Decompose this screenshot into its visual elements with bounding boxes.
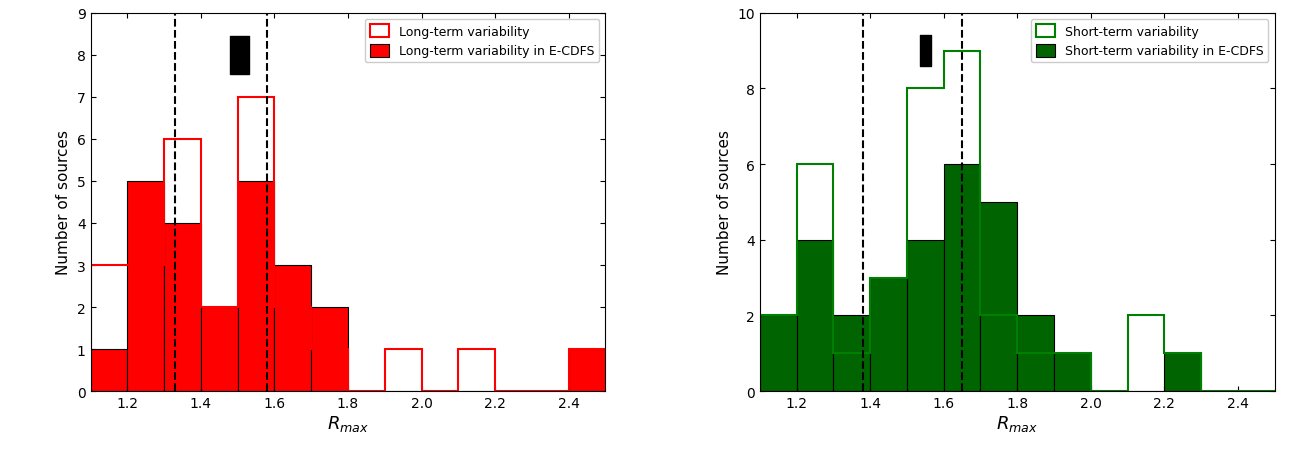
Bar xyxy=(274,265,311,391)
Y-axis label: Number of sources: Number of sources xyxy=(56,130,71,275)
Bar xyxy=(238,182,274,391)
Y-axis label: Number of sources: Number of sources xyxy=(717,130,732,275)
Bar xyxy=(311,308,348,391)
Bar xyxy=(1017,316,1055,391)
Bar xyxy=(201,308,238,391)
X-axis label: $R_{max}$: $R_{max}$ xyxy=(327,413,369,433)
Legend: Short-term variability, Short-term variability in E-CDFS: Short-term variability, Short-term varia… xyxy=(1031,20,1268,63)
X-axis label: $R_{max}$: $R_{max}$ xyxy=(996,413,1038,433)
Bar xyxy=(127,182,164,391)
Bar xyxy=(833,316,870,391)
Bar xyxy=(1165,354,1201,391)
Bar xyxy=(981,202,1017,391)
Bar xyxy=(943,165,981,391)
Bar xyxy=(568,349,606,391)
Bar xyxy=(164,223,201,391)
Bar xyxy=(760,316,797,391)
Bar xyxy=(907,240,943,391)
Bar xyxy=(1055,354,1091,391)
Bar xyxy=(870,278,907,391)
Bar xyxy=(91,349,127,391)
Legend: Long-term variability, Long-term variability in E-CDFS: Long-term variability, Long-term variabi… xyxy=(365,20,599,63)
Bar xyxy=(797,240,833,391)
